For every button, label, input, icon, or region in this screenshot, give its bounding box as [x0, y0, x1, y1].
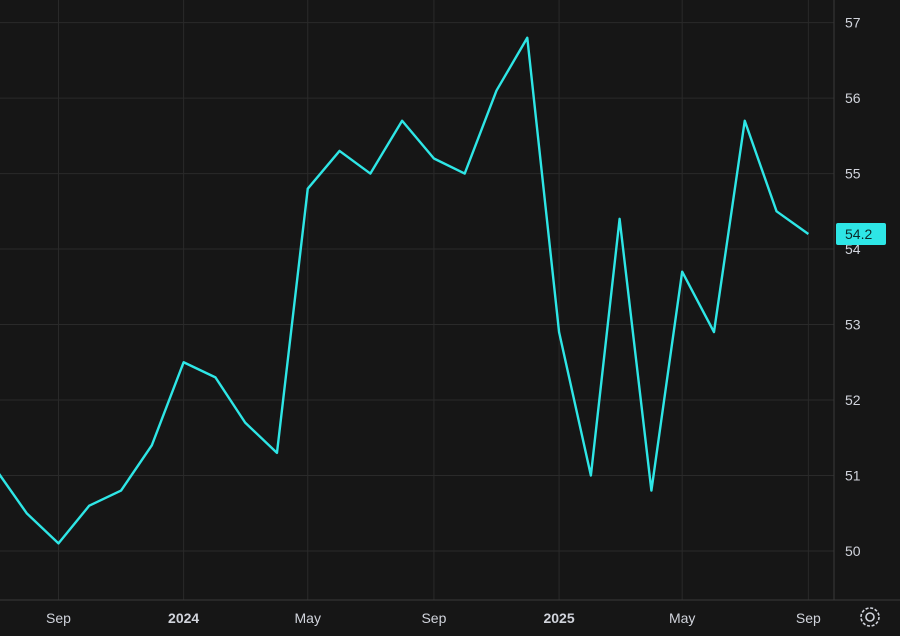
x-tick-label: 2024	[168, 610, 199, 626]
settings-gear-icon[interactable]	[860, 607, 880, 627]
y-tick-label: 50	[845, 543, 861, 559]
x-tick-label: 2025	[543, 610, 574, 626]
y-tick-label: 53	[845, 317, 861, 333]
x-tick-label: May	[295, 610, 321, 626]
last-value-marker: 54.2	[836, 222, 886, 245]
y-tick-label: 55	[845, 166, 861, 182]
x-tick-label: May	[669, 610, 695, 626]
x-tick-label: Sep	[421, 610, 446, 626]
y-tick-labels: 50 51 52 53 54 55 56 57	[845, 15, 861, 559]
series-line	[0, 36, 810, 545]
last-value-badge	[836, 222, 886, 245]
series	[0, 36, 810, 545]
y-tick-label: 52	[845, 392, 861, 408]
x-tick-labels: Sep 2024 May Sep 2025 May Sep	[46, 610, 821, 626]
axes	[0, 0, 900, 601]
y-tick-label: 54	[845, 241, 861, 257]
x-tick-label: Sep	[796, 610, 821, 626]
last-value-label: 54.2	[845, 226, 872, 242]
x-tick-label: Sep	[46, 610, 71, 626]
grid	[0, 0, 834, 600]
y-tick-label: 57	[845, 15, 861, 31]
y-tick-label: 56	[845, 90, 861, 106]
y-tick-label: 51	[845, 467, 861, 483]
